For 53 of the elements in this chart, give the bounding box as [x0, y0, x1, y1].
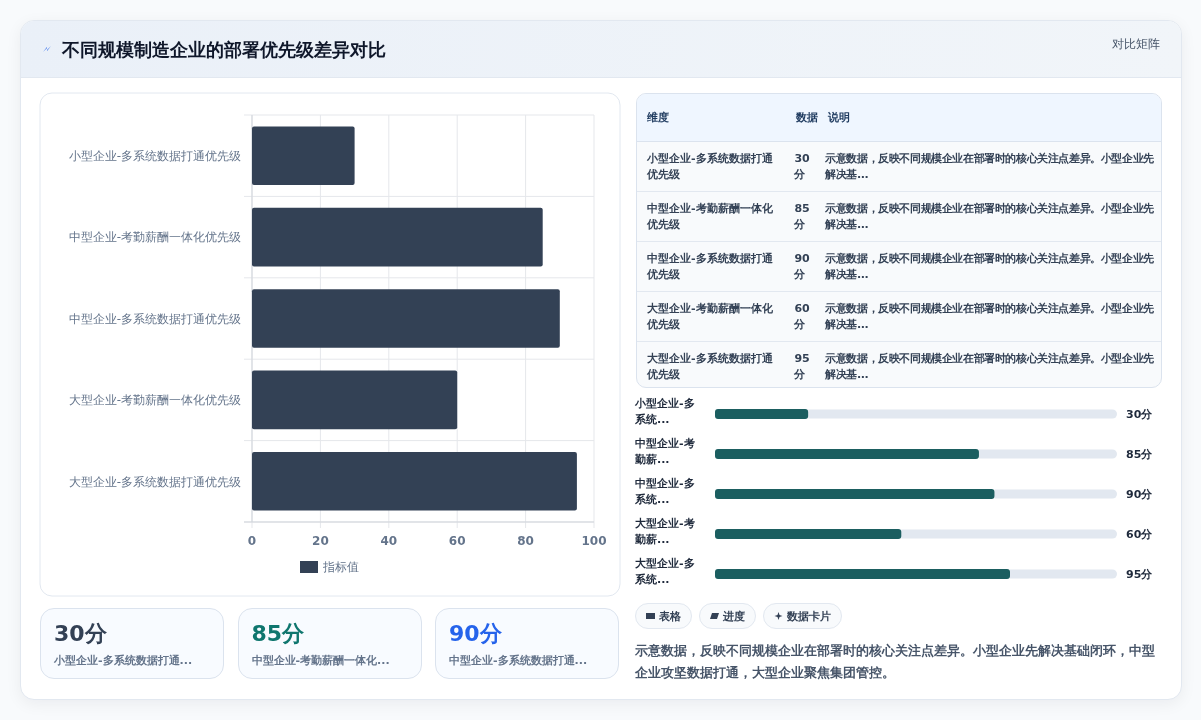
text: 数据卡片 [787, 608, 831, 624]
data-label: 85分 [1126, 447, 1154, 461]
y-tick-label: 中型企业-考勤薪... [634, 437, 695, 466]
x-tick-label: 80 [517, 534, 534, 549]
category-label: 小型企业-多系统数据打通... [54, 653, 193, 668]
text: 表格 [659, 608, 681, 624]
text: 示意数据，反映不同规模企业在部署时的核心关注点差异。小型企业先解决基... [825, 200, 1155, 233]
bar [252, 289, 560, 348]
bar [715, 409, 809, 419]
y-tick-label: 大型企业-考勤薪酬一体化优先级 [68, 393, 241, 408]
category-label: 中型企业-多系统数据打通... [449, 653, 588, 668]
text: 示意数据，反映不同规模企业在部署时的核心关注点差异。小型企业先解决基... [825, 150, 1155, 183]
x-tick-label: 0 [247, 534, 257, 549]
text: 95分 [794, 351, 810, 381]
bar [252, 370, 458, 430]
text: 说明 [828, 110, 850, 125]
bar [252, 452, 577, 511]
text: 示意数据，反映不同规模企业在部署时的核心关注点差异。小型企业先解决基... [825, 300, 1155, 333]
text: 数据 [796, 109, 819, 126]
y-tick-label: 小型企业-多系统... [634, 397, 695, 426]
text: 30分 [794, 151, 810, 181]
y-tick-label: 小型企业-多系统数据打通优先级 [68, 148, 241, 163]
legend-label: 指标值 [322, 560, 359, 575]
data-label: 90分 [1126, 487, 1154, 501]
text: 示意数据，反映不同规模企业在部署时的核心关注点差异。小型企业先解决基础闭环，中型企业攻坚数据打通，大型企业聚焦集团管控。 [635, 642, 1156, 682]
y-tick-label: 中型企业-多系统... [634, 477, 695, 506]
text: 90分 [794, 251, 810, 281]
text: 进度 [723, 608, 745, 624]
data-label: 95分 [1126, 567, 1154, 581]
y-tick-label: 中型企业-考勤薪酬一体化优先级 [68, 230, 241, 245]
text: 示意数据，反映不同规模企业在部署时的核心关注点差异。小型企业先解决基... [825, 250, 1155, 283]
x-tick-label: 60 [448, 534, 466, 549]
text: 不同规模制造企业的部署优先级差异对比 [61, 39, 386, 61]
text: 对比矩阵 [1112, 37, 1160, 52]
y-tick-label: 大型企业-考勤薪... [634, 517, 695, 546]
text: 维度 [646, 110, 670, 125]
x-tick-label: 100 [581, 534, 607, 549]
bar [252, 207, 543, 267]
category-label: 中型企业-考勤薪酬一体化... [251, 653, 390, 668]
x-tick-label: 20 [312, 534, 329, 549]
text: 90分 [449, 621, 502, 646]
text: 85分 [794, 201, 810, 231]
y-tick-label: 中型企业-多系统数据打通优先级 [68, 311, 241, 326]
data-label: 60分 [1126, 527, 1154, 541]
y-tick-label: 大型企业-多系统... [634, 557, 695, 586]
data-label: 30分 [1126, 407, 1154, 421]
x-tick-label: 40 [380, 534, 398, 549]
text: 示意数据，反映不同规模企业在部署时的核心关注点差异。小型企业先解决基... [825, 350, 1155, 383]
y-tick-label: 大型企业-多系统数据打通优先级 [68, 474, 241, 489]
text: 30分 [54, 621, 107, 646]
bar [252, 126, 355, 185]
text: 85分 [251, 621, 305, 646]
text: 60分 [794, 301, 810, 331]
